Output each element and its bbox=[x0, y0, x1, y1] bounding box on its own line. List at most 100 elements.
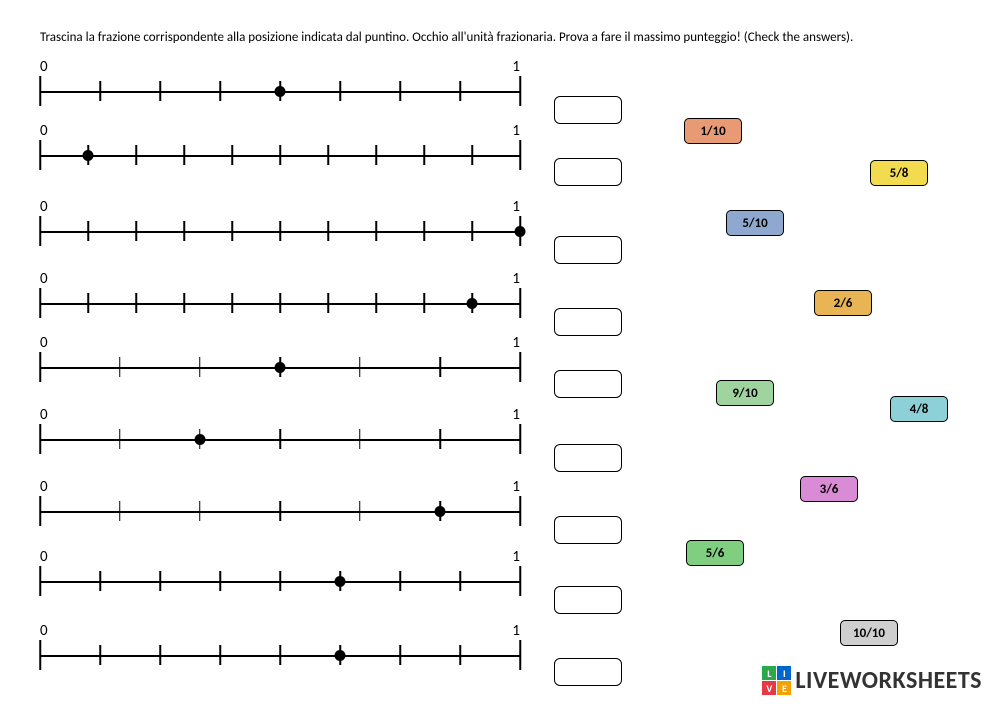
fraction-tile[interactable]: 5/8 bbox=[870, 160, 928, 186]
numberline bbox=[40, 424, 520, 454]
tick bbox=[519, 640, 521, 670]
tick bbox=[423, 221, 425, 241]
tick bbox=[439, 357, 441, 377]
position-dot bbox=[335, 576, 346, 587]
tick bbox=[359, 429, 361, 449]
numberline-row-1: 01 bbox=[40, 122, 520, 170]
numberline-row-3: 01 bbox=[40, 270, 520, 318]
tick bbox=[135, 221, 137, 241]
position-dot bbox=[275, 86, 286, 97]
answer-drop-box[interactable] bbox=[554, 96, 622, 124]
fraction-tile[interactable]: 4/8 bbox=[890, 396, 948, 422]
tick bbox=[99, 571, 101, 591]
label-one: 1 bbox=[512, 548, 520, 566]
numberline-row-5: 01 bbox=[40, 406, 520, 454]
label-one: 1 bbox=[512, 622, 520, 640]
label-zero: 0 bbox=[40, 548, 48, 566]
tick bbox=[39, 352, 41, 382]
tick bbox=[471, 221, 473, 241]
fraction-tile[interactable]: 2/6 bbox=[814, 290, 872, 316]
tick bbox=[219, 81, 221, 101]
logo-sq-v: V bbox=[762, 681, 776, 695]
logo-sq-e: E bbox=[777, 681, 791, 695]
tick bbox=[99, 645, 101, 665]
label-one: 1 bbox=[512, 58, 520, 76]
tick bbox=[327, 221, 329, 241]
tick bbox=[375, 145, 377, 165]
tick bbox=[399, 571, 401, 591]
position-dot bbox=[467, 298, 478, 309]
logo-sq-l: L bbox=[762, 666, 776, 680]
tick bbox=[279, 293, 281, 313]
answer-drop-box[interactable] bbox=[554, 158, 622, 186]
logo-text: LIVEWORKSHEETS bbox=[795, 666, 982, 695]
fraction-tile[interactable]: 1/10 bbox=[684, 118, 742, 144]
fraction-tile[interactable]: 5/6 bbox=[686, 540, 744, 566]
tick bbox=[279, 571, 281, 591]
fraction-tile[interactable]: 9/10 bbox=[716, 380, 774, 406]
tick bbox=[219, 645, 221, 665]
label-zero: 0 bbox=[40, 122, 48, 140]
label-zero: 0 bbox=[40, 270, 48, 288]
tick bbox=[459, 571, 461, 591]
tick bbox=[39, 76, 41, 106]
tick bbox=[183, 145, 185, 165]
tick bbox=[99, 81, 101, 101]
answer-drop-box[interactable] bbox=[554, 658, 622, 686]
tick bbox=[519, 288, 521, 318]
tick bbox=[39, 640, 41, 670]
tick bbox=[231, 221, 233, 241]
liveworksheets-logo: L I V E LIVEWORKSHEETS bbox=[762, 666, 982, 695]
label-one: 1 bbox=[512, 270, 520, 288]
tick bbox=[375, 221, 377, 241]
numberline-labels: 01 bbox=[40, 334, 520, 352]
numberline-row-4: 01 bbox=[40, 334, 520, 382]
label-one: 1 bbox=[512, 334, 520, 352]
fraction-tile[interactable]: 3/6 bbox=[800, 476, 858, 502]
numberline bbox=[40, 640, 520, 670]
answer-drop-box[interactable] bbox=[554, 444, 622, 472]
tick bbox=[459, 645, 461, 665]
tick bbox=[399, 81, 401, 101]
label-one: 1 bbox=[512, 406, 520, 424]
numberline-labels: 01 bbox=[40, 122, 520, 140]
answer-drop-box[interactable] bbox=[554, 516, 622, 544]
answer-drop-box[interactable] bbox=[554, 586, 622, 614]
fraction-tile[interactable]: 5/10 bbox=[726, 210, 784, 236]
tick bbox=[199, 357, 201, 377]
numberline-row-6: 01 bbox=[40, 478, 520, 526]
fraction-tile[interactable]: 10/10 bbox=[840, 620, 898, 646]
label-one: 1 bbox=[512, 198, 520, 216]
tick bbox=[519, 352, 521, 382]
tick bbox=[39, 424, 41, 454]
logo-sq-i: I bbox=[777, 666, 791, 680]
label-zero: 0 bbox=[40, 198, 48, 216]
answer-drop-box[interactable] bbox=[554, 370, 622, 398]
label-one: 1 bbox=[512, 478, 520, 496]
tick bbox=[459, 81, 461, 101]
tick bbox=[519, 496, 521, 526]
answer-drop-box[interactable] bbox=[554, 308, 622, 336]
tick bbox=[519, 140, 521, 170]
numberline-row-0: 01 bbox=[40, 58, 520, 106]
numberline bbox=[40, 140, 520, 170]
position-dot bbox=[275, 362, 286, 373]
tick bbox=[327, 145, 329, 165]
tick bbox=[135, 293, 137, 313]
tick bbox=[183, 221, 185, 241]
tick bbox=[231, 145, 233, 165]
numberline-row-2: 01 bbox=[40, 198, 520, 246]
answer-drop-box[interactable] bbox=[554, 236, 622, 264]
logo-squares: L I V E bbox=[762, 666, 791, 695]
label-zero: 0 bbox=[40, 406, 48, 424]
tick bbox=[39, 566, 41, 596]
label-zero: 0 bbox=[40, 58, 48, 76]
numberline-labels: 01 bbox=[40, 548, 520, 566]
tick bbox=[359, 501, 361, 521]
position-dot bbox=[515, 226, 526, 237]
numberline-labels: 01 bbox=[40, 622, 520, 640]
tick bbox=[159, 571, 161, 591]
numberline-labels: 01 bbox=[40, 270, 520, 288]
position-dot bbox=[335, 650, 346, 661]
tick bbox=[39, 140, 41, 170]
